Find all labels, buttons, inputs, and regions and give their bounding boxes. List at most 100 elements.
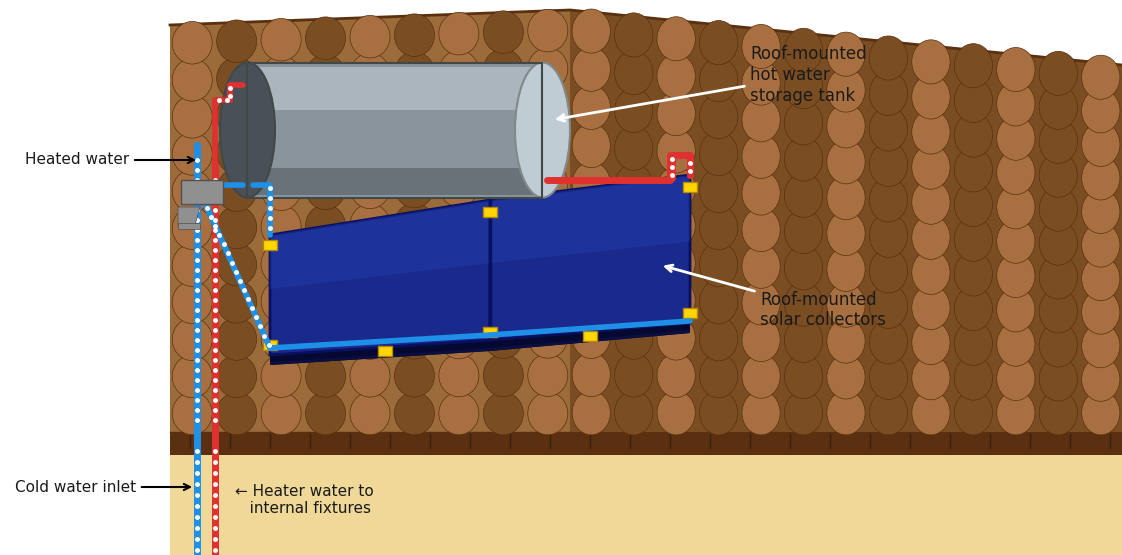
- Ellipse shape: [615, 391, 653, 435]
- Ellipse shape: [217, 169, 257, 211]
- Ellipse shape: [172, 22, 212, 64]
- Ellipse shape: [305, 17, 346, 59]
- Ellipse shape: [527, 239, 568, 281]
- Polygon shape: [171, 450, 1122, 555]
- Ellipse shape: [827, 175, 865, 220]
- Ellipse shape: [305, 167, 346, 210]
- Ellipse shape: [305, 242, 346, 285]
- Ellipse shape: [912, 110, 950, 154]
- Ellipse shape: [996, 322, 1034, 366]
- Ellipse shape: [742, 208, 780, 252]
- Ellipse shape: [439, 164, 479, 207]
- Ellipse shape: [261, 18, 301, 61]
- Ellipse shape: [172, 95, 212, 138]
- Polygon shape: [171, 432, 1122, 455]
- Ellipse shape: [615, 315, 653, 359]
- Ellipse shape: [996, 150, 1034, 195]
- Ellipse shape: [615, 240, 653, 284]
- Ellipse shape: [784, 64, 822, 109]
- Ellipse shape: [954, 217, 993, 261]
- Ellipse shape: [955, 321, 993, 365]
- Ellipse shape: [870, 72, 908, 115]
- Ellipse shape: [912, 75, 950, 119]
- Ellipse shape: [870, 320, 908, 364]
- Ellipse shape: [699, 243, 738, 287]
- Ellipse shape: [350, 204, 390, 246]
- Ellipse shape: [784, 246, 822, 290]
- Ellipse shape: [699, 21, 738, 65]
- Ellipse shape: [954, 113, 993, 157]
- Ellipse shape: [784, 210, 822, 254]
- Ellipse shape: [350, 392, 390, 435]
- Ellipse shape: [870, 249, 908, 293]
- Polygon shape: [490, 330, 690, 351]
- Ellipse shape: [657, 129, 696, 173]
- Ellipse shape: [350, 355, 390, 397]
- Ellipse shape: [395, 14, 434, 57]
- Ellipse shape: [657, 241, 696, 285]
- Ellipse shape: [305, 355, 346, 397]
- Ellipse shape: [1082, 189, 1120, 234]
- Ellipse shape: [217, 20, 257, 63]
- Ellipse shape: [912, 321, 950, 365]
- Ellipse shape: [395, 316, 434, 359]
- Ellipse shape: [1082, 256, 1120, 301]
- Ellipse shape: [1082, 324, 1120, 368]
- Ellipse shape: [172, 133, 212, 175]
- Ellipse shape: [305, 280, 346, 322]
- Ellipse shape: [996, 288, 1034, 332]
- Ellipse shape: [827, 104, 865, 148]
- Polygon shape: [178, 223, 200, 229]
- Ellipse shape: [527, 201, 568, 243]
- Polygon shape: [490, 175, 690, 263]
- Ellipse shape: [261, 130, 301, 173]
- Ellipse shape: [784, 318, 822, 362]
- Ellipse shape: [870, 213, 908, 258]
- Ellipse shape: [484, 392, 523, 435]
- Ellipse shape: [261, 280, 301, 322]
- Ellipse shape: [699, 206, 738, 250]
- FancyBboxPatch shape: [378, 346, 392, 356]
- Ellipse shape: [699, 391, 738, 435]
- Ellipse shape: [484, 163, 523, 206]
- Ellipse shape: [615, 164, 653, 208]
- Ellipse shape: [742, 281, 780, 325]
- Ellipse shape: [1082, 357, 1120, 401]
- Ellipse shape: [1082, 55, 1120, 99]
- Ellipse shape: [699, 317, 738, 361]
- Ellipse shape: [615, 353, 653, 397]
- Ellipse shape: [350, 16, 390, 58]
- Ellipse shape: [1039, 119, 1077, 163]
- Ellipse shape: [742, 134, 780, 179]
- Ellipse shape: [870, 36, 908, 80]
- Ellipse shape: [305, 92, 346, 134]
- Ellipse shape: [527, 48, 568, 90]
- Ellipse shape: [954, 78, 993, 123]
- Ellipse shape: [261, 205, 301, 248]
- Text: Cold water inlet: Cold water inlet: [15, 480, 190, 495]
- Ellipse shape: [657, 92, 696, 135]
- Ellipse shape: [395, 392, 434, 435]
- Ellipse shape: [217, 355, 257, 397]
- Ellipse shape: [572, 47, 610, 92]
- Polygon shape: [270, 200, 490, 289]
- Ellipse shape: [395, 203, 434, 246]
- Ellipse shape: [439, 316, 479, 359]
- Ellipse shape: [572, 391, 610, 435]
- Ellipse shape: [350, 317, 390, 360]
- Ellipse shape: [657, 354, 696, 397]
- Ellipse shape: [1082, 391, 1120, 435]
- Text: ← Heater water to
   internal fixtures: ← Heater water to internal fixtures: [234, 484, 374, 516]
- Ellipse shape: [172, 355, 212, 398]
- Ellipse shape: [784, 137, 822, 181]
- Ellipse shape: [784, 355, 822, 398]
- Ellipse shape: [699, 280, 738, 324]
- Ellipse shape: [572, 352, 610, 397]
- Ellipse shape: [657, 204, 696, 248]
- Ellipse shape: [305, 54, 346, 97]
- Ellipse shape: [439, 88, 479, 131]
- Ellipse shape: [217, 94, 257, 137]
- Ellipse shape: [1039, 255, 1077, 299]
- Ellipse shape: [350, 279, 390, 322]
- Ellipse shape: [1039, 357, 1077, 401]
